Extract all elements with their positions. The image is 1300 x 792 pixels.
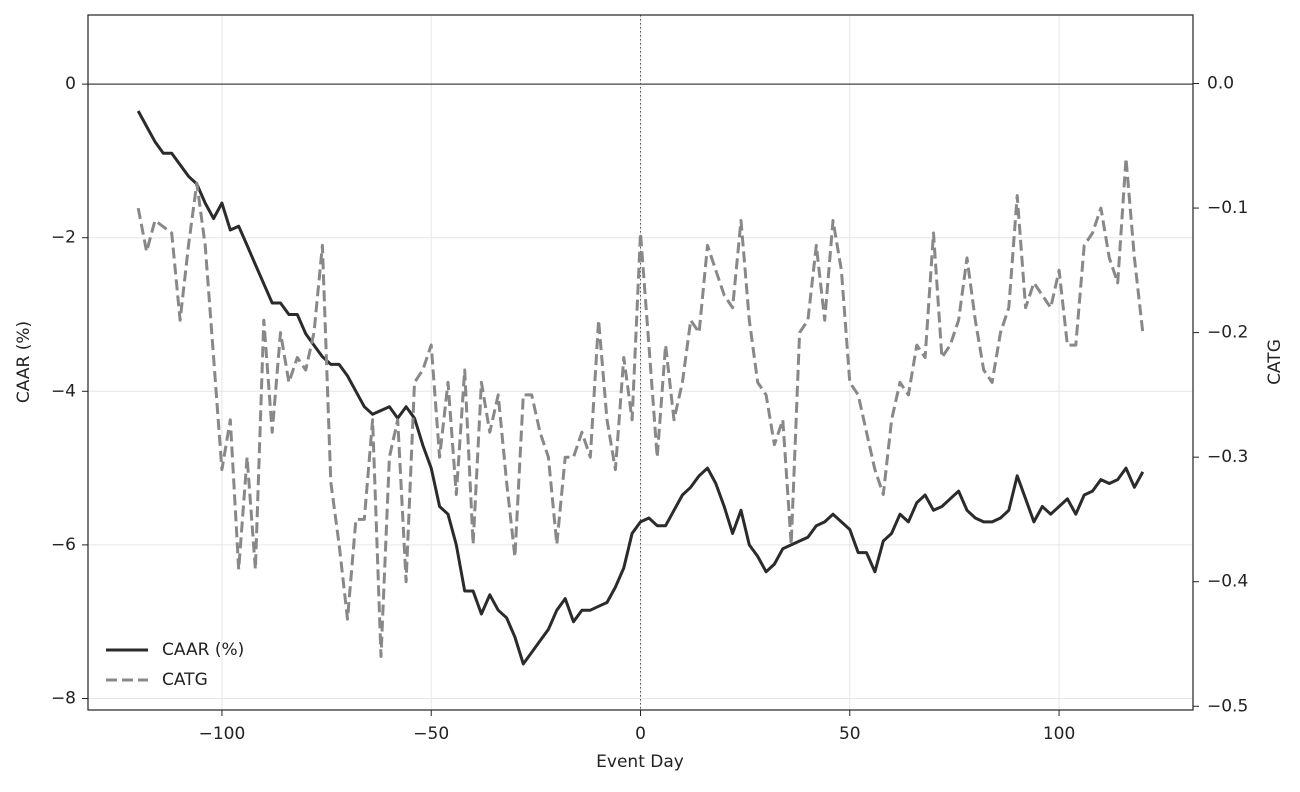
x-tick-label: −50	[413, 724, 449, 744]
y2-tick-label: −0.2	[1207, 323, 1248, 343]
x-tick-label: −100	[199, 724, 246, 744]
y-tick-label: −4	[51, 381, 76, 401]
legend-label: CATG	[162, 670, 208, 690]
y2-tick-label: 0.0	[1207, 74, 1234, 94]
legend-label: CAAR (%)	[162, 640, 244, 660]
x-tick-label: 0	[635, 724, 646, 744]
y-axis-label: CAAR (%)	[14, 321, 34, 403]
y-tick-label: 0	[65, 74, 76, 94]
y2-tick-label: −0.1	[1207, 198, 1248, 218]
y-tick-label: −6	[51, 535, 76, 555]
y-tick-label: −2	[51, 228, 76, 248]
x-tick-label: 100	[1043, 724, 1075, 744]
y2-tick-label: −0.3	[1207, 447, 1248, 467]
x-axis-label: Event Day	[596, 752, 684, 772]
y-tick-label: −8	[51, 688, 76, 708]
series-line	[136, 156, 1145, 658]
x-tick-label: 50	[839, 724, 861, 744]
y2-tick-label: −0.4	[1207, 572, 1248, 592]
plot-frame	[87, 14, 1194, 711]
series-line	[136, 110, 1145, 666]
y2-tick-label: −0.5	[1207, 696, 1248, 716]
y2-axis-label: CATG	[1265, 339, 1285, 385]
